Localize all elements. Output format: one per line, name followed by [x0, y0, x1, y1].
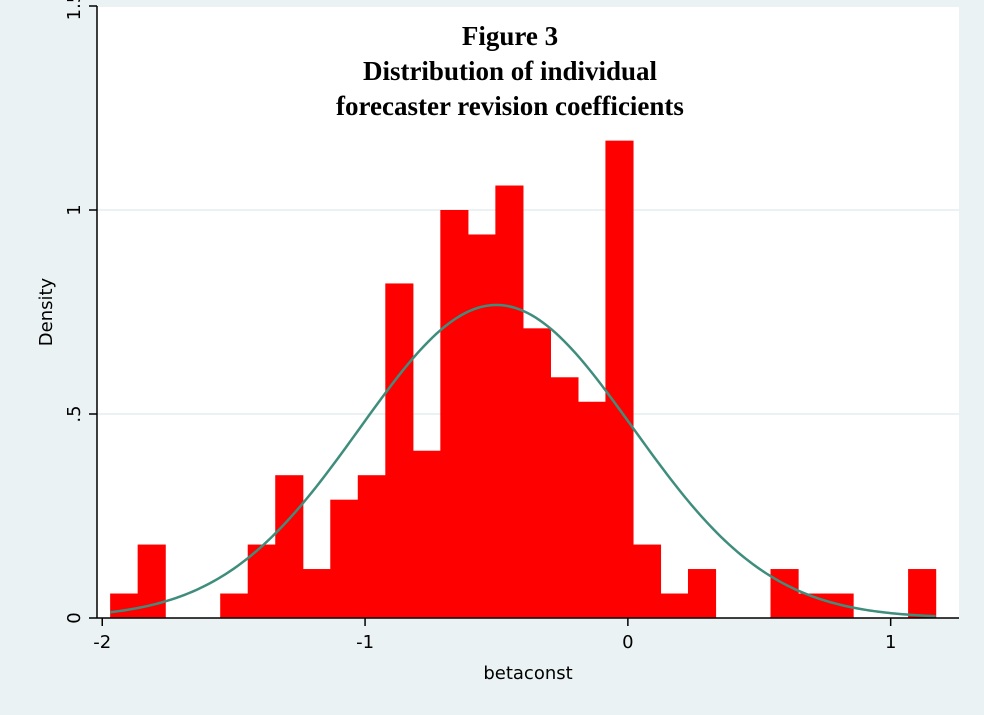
- x-tick-label-0: -2: [93, 632, 111, 653]
- chart-title-line-3: forecaster revision coefficients: [336, 91, 684, 121]
- histogram-bar-25: [798, 593, 827, 618]
- histogram-bar-18: [605, 140, 634, 618]
- histogram-bar-4: [220, 593, 249, 618]
- histogram-bar-16: [550, 377, 579, 618]
- y-tick-labels: 0 .5 1 1.5: [64, 0, 85, 624]
- histogram-bar-9: [357, 475, 386, 618]
- y-tick-label-3: 1.5: [64, 0, 85, 20]
- normal-density-curve: [109, 303, 936, 618]
- histogram-bar-7: [302, 569, 331, 618]
- y-tick-label-0: 0: [64, 612, 85, 623]
- histogram-bar-5: [247, 544, 276, 618]
- axes: [89, 5, 959, 626]
- x-tick-label-2: 0: [622, 632, 633, 653]
- y-tick-label-2: 1: [64, 204, 85, 215]
- chart-title-line-2: Distribution of individual: [363, 56, 658, 86]
- histogram-bar-6: [275, 475, 304, 618]
- histogram-bar-8: [330, 499, 359, 618]
- chart-title-line-1: Figure 3: [462, 21, 558, 51]
- y-tick-label-1: .5: [64, 405, 85, 422]
- histogram-bar-14: [495, 185, 524, 618]
- histogram-bar-17: [577, 401, 607, 618]
- histogram-bar-10: [385, 283, 414, 618]
- histogram-bar-11: [412, 450, 441, 618]
- histogram-bar-21: [687, 569, 717, 618]
- histogram-bar-15: [522, 328, 551, 618]
- x-tick-label-1: -1: [356, 632, 374, 653]
- histogram-bar-13: [467, 234, 496, 619]
- y-axis-label: Density: [36, 277, 57, 346]
- x-tick-labels: -2 -1 0 1: [93, 632, 896, 653]
- histogram-bar-24: [770, 569, 799, 618]
- histogram-bars: [110, 140, 937, 619]
- x-axis-label: betaconst: [483, 663, 572, 684]
- histogram-bar-20: [660, 593, 689, 618]
- histogram-bar-19: [632, 544, 662, 618]
- histogram-bar-0: [110, 593, 139, 618]
- x-tick-label-3: 1: [885, 632, 896, 653]
- histogram-bar-29: [908, 569, 937, 618]
- histogram-bar-12: [440, 210, 469, 618]
